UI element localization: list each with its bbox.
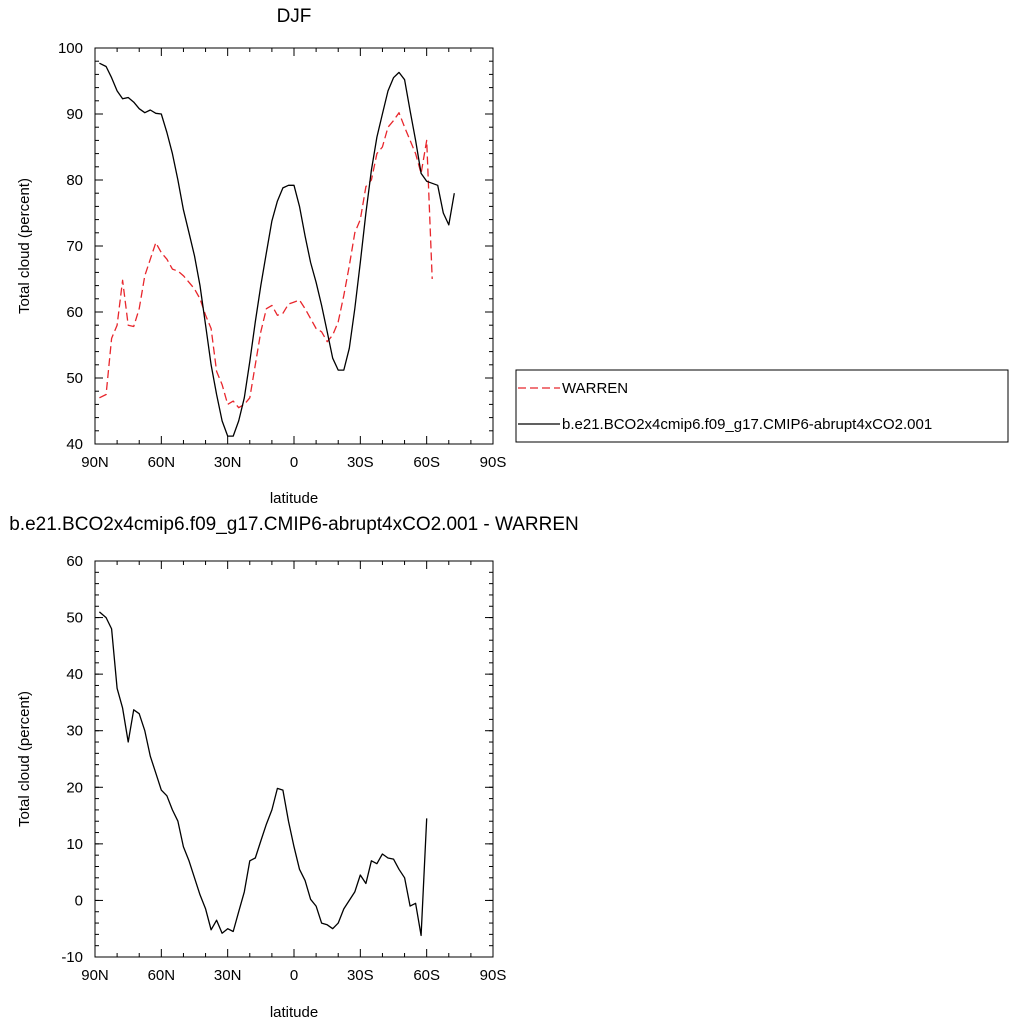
top-axis-ticks: 90N 60N 30N 0 30S 60S 90S 40 50 60 70 80 90 100 [58, 40, 506, 471]
top-x-tick-label: 60S [413, 454, 440, 471]
bottom-y-tick-label: 50 [66, 610, 83, 627]
top-x-tick-label: 0 [290, 454, 298, 471]
top-x-axis-label: latitude [270, 490, 318, 507]
top-series-line-1 [99, 62, 455, 437]
bottom-y-axis-label: Total cloud (percent) [16, 691, 33, 827]
bottom-y-tick-label: -10 [61, 949, 83, 966]
bottom-plot-frame [94, 560, 494, 958]
top-x-tick-label: 30N [214, 454, 242, 471]
legend: WARREN b.e21.BCO2x4cmip6.f09_g17.CMIP6-a… [515, 369, 1009, 443]
top-y-tick-label: 60 [66, 304, 83, 321]
top-panel: DJF 90N 60N 30N 0 30S 60S 90S 40 50 60 70 80 90 100 l… [16, 6, 506, 507]
bottom-x-tick-label: 60N [148, 967, 176, 984]
bottom-series-line-0 [98, 611, 428, 937]
bottom-y-tick-label: 20 [66, 779, 83, 796]
top-y-tick-label: 70 [66, 238, 83, 255]
top-y-tick-label: 40 [66, 436, 83, 453]
top-x-tick-label: 30S [347, 454, 374, 471]
bottom-axis-ticks: 90N 60N 30N 0 30S 60S 90S -10 0 10 20 30 40 50 60 [61, 553, 506, 984]
bottom-panel: b.e21.BCO2x4cmip6.f09_g17.CMIP6-abrupt4x… [9, 514, 579, 1021]
legend-label-model: b.e21.BCO2x4cmip6.f09_g17.CMIP6-abrupt4x… [562, 416, 932, 433]
top-y-tick-label: 80 [66, 172, 83, 189]
legend-label-warren: WARREN [562, 380, 628, 397]
bottom-y-tick-label: 40 [66, 666, 83, 683]
bottom-chart-title: b.e21.BCO2x4cmip6.f09_g17.CMIP6-abrupt4x… [9, 514, 579, 535]
bottom-y-tick-label: 10 [66, 836, 83, 853]
bottom-x-tick-label: 30S [347, 967, 374, 984]
bottom-x-tick-label: 0 [290, 967, 298, 984]
top-series-line-0 [99, 112, 433, 409]
bottom-x-tick-label: 90N [81, 967, 109, 984]
top-y-axis-label: Total cloud (percent) [16, 178, 33, 314]
top-x-tick-label: 90N [81, 454, 109, 471]
top-series-lines [99, 62, 455, 437]
top-y-tick-label: 100 [58, 40, 83, 57]
top-y-tick-label: 50 [66, 370, 83, 387]
legend-box [515, 369, 1009, 443]
bottom-y-tick-label: 0 [75, 892, 83, 909]
bottom-x-tick-label: 30N [214, 967, 242, 984]
top-y-tick-label: 90 [66, 106, 83, 123]
bottom-x-tick-label: 90S [480, 967, 507, 984]
bottom-y-tick-label: 60 [66, 553, 83, 570]
bottom-series-lines [98, 611, 428, 937]
top-x-tick-label: 90S [480, 454, 507, 471]
top-x-tick-label: 60N [148, 454, 176, 471]
bottom-x-tick-label: 60S [413, 967, 440, 984]
top-chart-title: DJF [277, 6, 312, 27]
bottom-x-axis-label: latitude [270, 1004, 318, 1021]
bottom-y-tick-label: 30 [66, 723, 83, 740]
